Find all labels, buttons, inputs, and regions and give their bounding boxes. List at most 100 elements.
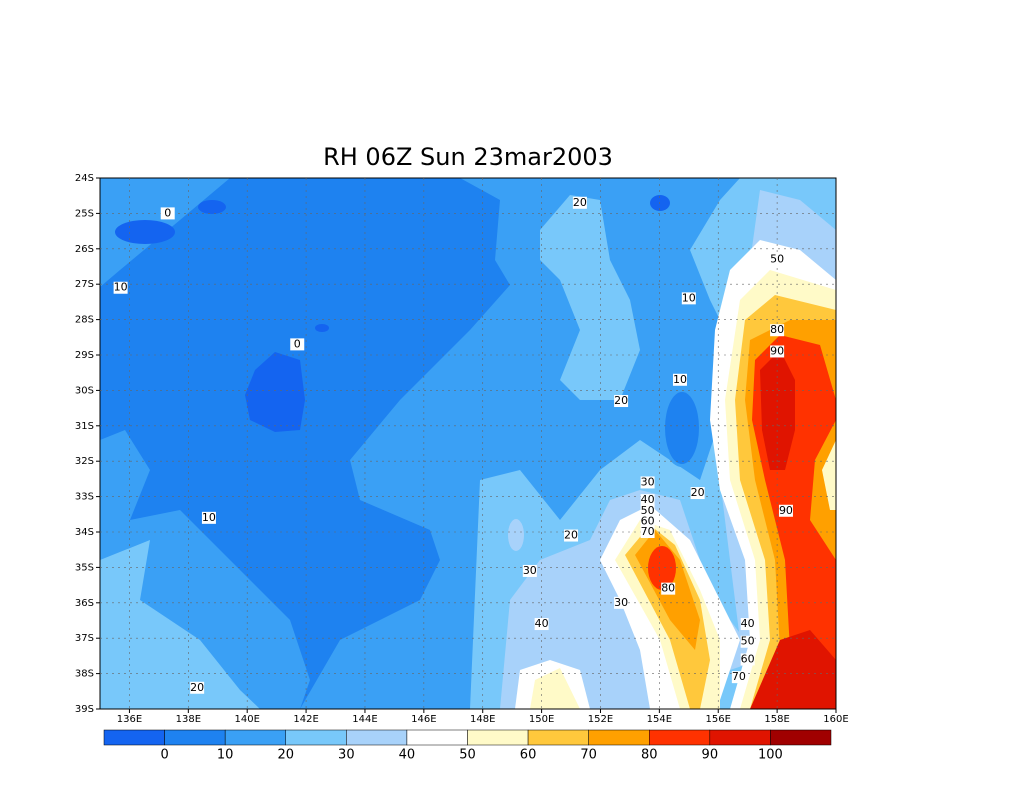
y-tick-label: 39S — [75, 704, 94, 715]
contour-label-bg — [640, 515, 655, 528]
contour-label-bg — [201, 511, 216, 524]
contour-label: 50 — [641, 504, 655, 517]
y-tick-label: 26S — [75, 244, 94, 255]
contour-label: 10 — [202, 511, 216, 524]
colorbar-label: 20 — [277, 748, 294, 763]
colorbar-label: 0 — [160, 748, 168, 763]
contour-label-bg — [740, 635, 755, 648]
x-tick-label: 140E — [234, 714, 259, 725]
colorbar-label: 50 — [459, 748, 476, 763]
y-tick-label: 38S — [75, 669, 94, 680]
colorbar-swatch — [649, 729, 711, 746]
y-tick-label: 35S — [75, 562, 94, 573]
contour-fills — [100, 178, 836, 709]
x-tick-label: 144E — [352, 714, 377, 725]
colorbar-swatch — [770, 729, 832, 746]
contour-label: 10 — [682, 291, 696, 304]
contour-label-bg — [778, 504, 793, 517]
y-tick-label: 25S — [75, 208, 94, 219]
contour-region — [198, 200, 226, 214]
contour-label: 20 — [564, 529, 578, 542]
colorbar-label: 100 — [758, 748, 783, 763]
y-tick-label: 30S — [75, 385, 94, 396]
contour-label: 20 — [691, 486, 705, 499]
colorbar-swatch — [164, 729, 226, 746]
plot-frame — [99, 177, 837, 710]
contour-region — [315, 324, 329, 332]
y-tick-label: 34S — [75, 527, 94, 538]
contour-label-bg — [731, 671, 746, 684]
contour-label-bg — [614, 596, 629, 609]
contour-region — [750, 630, 836, 709]
contour-region — [508, 519, 524, 551]
x-tick-label: 150E — [529, 714, 554, 725]
x-tick-label: 148E — [470, 714, 495, 725]
colorbar-swatch — [588, 729, 650, 746]
x-tick-label: 160E — [823, 714, 848, 725]
contour-region — [100, 540, 260, 709]
contour-label: 0 — [294, 337, 301, 350]
contour-label-bg — [770, 324, 785, 337]
contour-label: 40 — [641, 493, 655, 506]
contour-label: 90 — [779, 504, 793, 517]
colorbar-swatch — [224, 729, 287, 746]
contour-label-bg — [190, 681, 205, 694]
contour-label-bg — [690, 487, 705, 500]
colorbar-swatch — [709, 729, 771, 746]
y-tick-label: 33S — [75, 492, 94, 503]
colorbar-swatch — [406, 729, 468, 746]
y-tick-label: 32S — [75, 456, 94, 467]
contour-label: 80 — [770, 323, 784, 336]
colorbar-label: 30 — [338, 748, 355, 763]
colorbar-label: 10 — [217, 748, 234, 763]
contour-label-bg — [672, 373, 687, 386]
contour-label-bg — [740, 618, 755, 631]
x-tick-label: 136E — [117, 714, 142, 725]
y-tick-label: 28S — [75, 315, 94, 326]
contour-label-bg — [290, 338, 305, 351]
contour-label: 30 — [641, 475, 655, 488]
contour-label: 80 — [661, 582, 675, 595]
contour-label: 70 — [641, 525, 655, 538]
contour-label: 70 — [732, 670, 746, 683]
contour-label: 40 — [741, 617, 755, 630]
contour-label: 50 — [770, 252, 784, 265]
contour-label: 40 — [535, 617, 549, 630]
colorbar-label: 60 — [520, 748, 537, 763]
contour-label: 0 — [164, 206, 171, 219]
colorbar-label: 80 — [641, 748, 658, 763]
contour-label-bg — [770, 253, 785, 266]
contour-label: 30 — [523, 564, 537, 577]
colorbar-label: 70 — [580, 748, 597, 763]
y-tick-label: 29S — [75, 350, 94, 361]
contour-label: 20 — [614, 394, 628, 407]
contour-region — [650, 195, 670, 211]
contour-region — [648, 546, 676, 590]
x-tick-label: 156E — [706, 714, 731, 725]
colorbar-swatch — [346, 729, 408, 746]
contour-region — [760, 350, 795, 470]
x-tick-label: 146E — [411, 714, 436, 725]
contour-label-bg — [160, 207, 175, 220]
contour-label-bg — [113, 281, 128, 294]
contour-label: 60 — [641, 514, 655, 527]
contour-label: 20 — [190, 681, 204, 694]
contour-region — [822, 440, 836, 510]
x-tick-label: 138E — [176, 714, 201, 725]
y-tick-label: 36S — [75, 598, 94, 609]
colorbar-label: 40 — [399, 748, 416, 763]
contour-region — [245, 352, 305, 432]
contour-label-bg — [640, 494, 655, 507]
colorbar-swatch — [285, 729, 347, 746]
contour-label: 30 — [614, 596, 628, 609]
contour-label-bg — [572, 196, 587, 209]
contour-region — [540, 195, 640, 400]
contour-region — [115, 220, 175, 244]
contour-label-bg — [661, 582, 676, 595]
contour-label-bg — [564, 529, 579, 542]
contour-region — [530, 668, 580, 709]
contour-label-bg — [681, 292, 696, 305]
colorbar-swatch — [527, 729, 589, 746]
contour-label-bg — [522, 564, 537, 577]
contour-label: 50 — [741, 635, 755, 648]
